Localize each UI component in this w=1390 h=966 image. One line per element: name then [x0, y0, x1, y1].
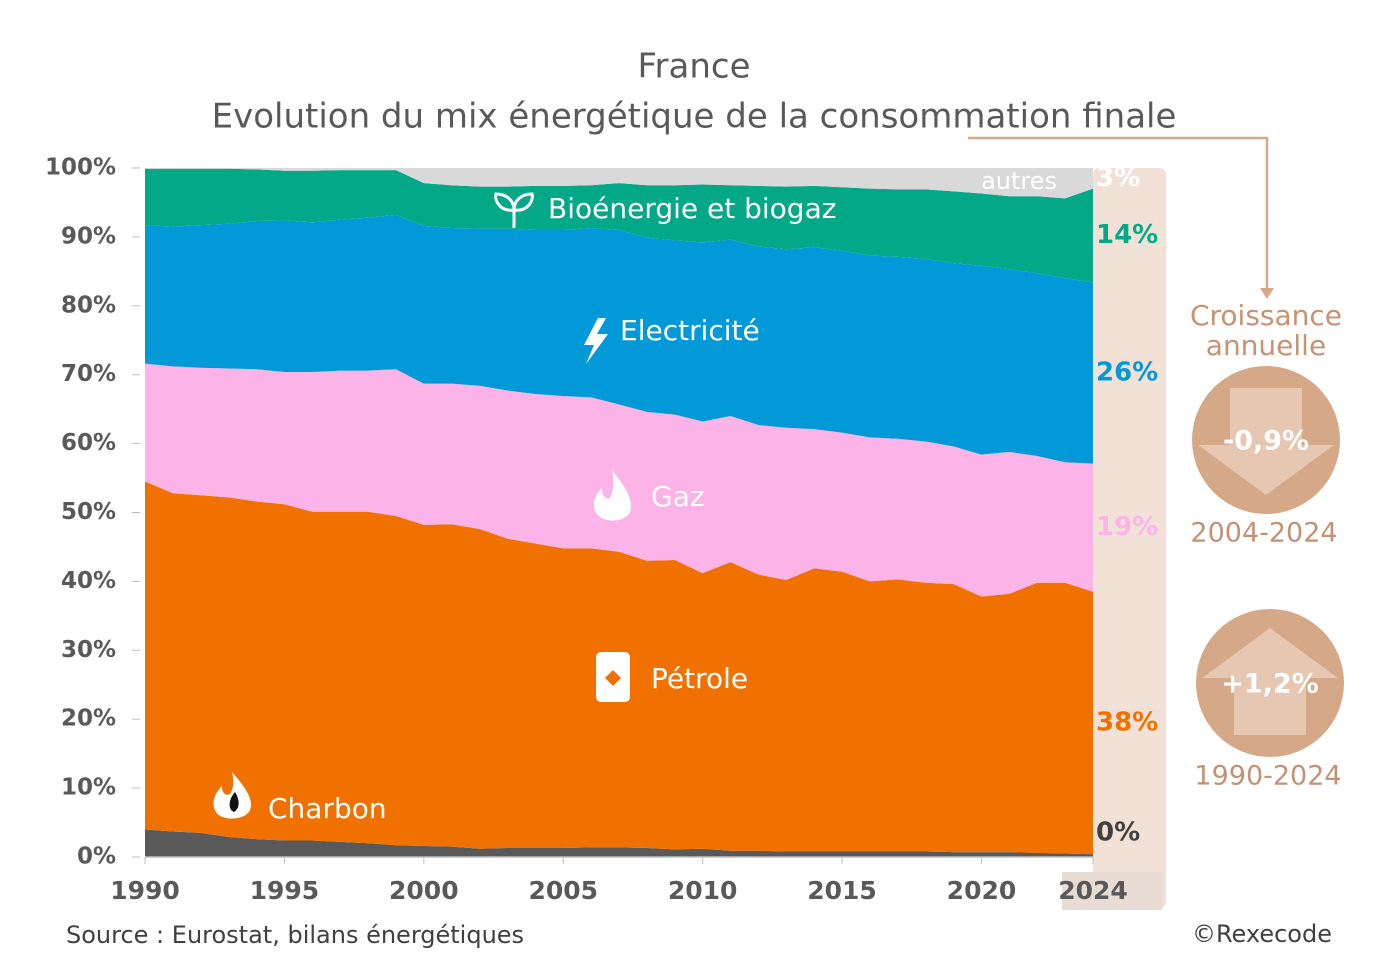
y-tick-label: 90% — [61, 223, 116, 249]
growth-value: +1,2% — [1221, 669, 1319, 700]
growth-value: -0,9% — [1223, 426, 1309, 457]
x-tick-label: 1995 — [250, 876, 320, 905]
icon — [605, 670, 621, 686]
chart-subtitle: Evolution du mix énergétique de la conso… — [212, 97, 1177, 137]
y-tick-label: 70% — [61, 361, 116, 387]
area — [145, 214, 1093, 464]
connector — [968, 136, 1269, 292]
x-tick-label: 2010 — [668, 876, 738, 905]
area — [145, 168, 1093, 199]
y-tick-label: 50% — [61, 499, 116, 525]
area — [145, 168, 1093, 283]
y-tick-label: 20% — [61, 706, 116, 732]
icon — [229, 792, 239, 812]
chart-title: France — [637, 47, 750, 87]
end-label: 38% — [1096, 707, 1158, 737]
end-label: 0% — [1096, 818, 1140, 848]
area — [145, 829, 1093, 857]
y-tick-label: 80% — [61, 292, 116, 318]
x-tick-label: 1990 — [110, 876, 180, 905]
end-label: 26% — [1096, 357, 1158, 387]
x-tick-label: 2024 — [1058, 876, 1128, 905]
growth-title: Croissance annuelle — [1190, 299, 1342, 362]
credit: ©Rexecode — [1192, 920, 1332, 948]
y-tick-label: 30% — [61, 637, 116, 663]
source: Source : Eurostat, bilans énergétiques — [66, 921, 524, 949]
series-label: Bioénergie et biogaz — [548, 192, 836, 225]
icon — [213, 772, 252, 819]
icon — [593, 470, 632, 521]
growth-arrow — [1198, 388, 1334, 495]
icon — [494, 192, 534, 228]
x-tick-label: 2000 — [389, 876, 459, 905]
growth-period: 2004-2024 — [1190, 518, 1337, 549]
series-label: autres — [981, 167, 1057, 195]
series-label: Pétrole — [651, 662, 748, 695]
end-label: 3% — [1096, 163, 1140, 193]
x-tick-label: 2020 — [947, 876, 1017, 905]
icon — [584, 318, 608, 364]
x-tick-label: 2015 — [807, 876, 877, 905]
series-label: Electricité — [620, 314, 760, 347]
y-tick-label: 0% — [77, 844, 116, 870]
y-tick-label: 10% — [61, 775, 116, 801]
end-label: 14% — [1096, 220, 1158, 250]
y-tick-label: 100% — [45, 155, 116, 181]
highlight-tick-bg — [1062, 872, 1162, 910]
x-tick-label: 2005 — [528, 876, 598, 905]
connector-head — [1260, 288, 1274, 299]
series-label: Charbon — [268, 792, 387, 825]
growth-period: 1990-2024 — [1194, 761, 1341, 792]
highlight-band — [1093, 168, 1166, 908]
y-tick-label: 60% — [61, 430, 116, 456]
series-label: Gaz — [651, 480, 705, 513]
y-tick-label: 40% — [61, 568, 116, 594]
growth-arrow — [1202, 628, 1338, 735]
end-label: 19% — [1096, 512, 1158, 542]
